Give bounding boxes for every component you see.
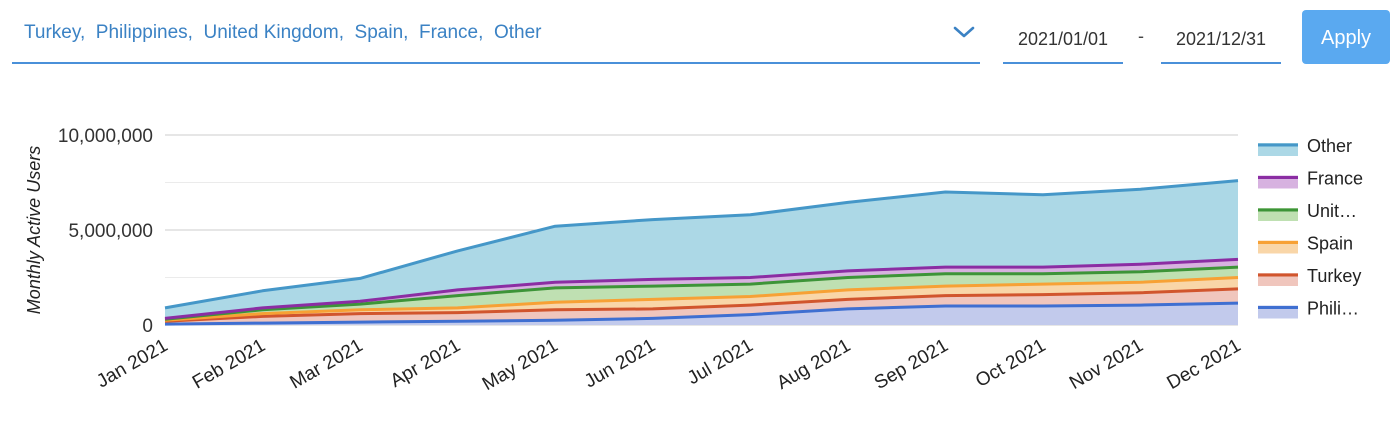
x-tick-label: Feb 2021 [189, 335, 269, 393]
area-other [165, 180, 1238, 319]
y-axis-title: Monthly Active Users [24, 146, 44, 314]
line-france [164, 257, 1239, 320]
y-tick-label: 0 [142, 316, 153, 337]
start-date-input[interactable]: 2021/01/01 [1003, 8, 1123, 64]
line-united-kingdom [164, 265, 1239, 321]
x-tick-label: Oct 2021 [972, 335, 1049, 392]
x-tick-label: Apr 2021 [387, 335, 464, 392]
line-other [164, 179, 1239, 310]
x-tick-label: Jul 2021 [684, 335, 757, 389]
legend-item[interactable]: Phili… [1258, 299, 1359, 319]
legend-label: Other [1307, 136, 1352, 156]
x-tick-label: Sep 2021 [871, 335, 952, 394]
x-tick-label: Dec 2021 [1164, 335, 1245, 394]
x-tick-label: Mar 2021 [287, 335, 367, 393]
x-tick-label: Nov 2021 [1066, 335, 1147, 394]
legend-label: Spain [1307, 234, 1353, 254]
series-lines [164, 179, 1239, 326]
apply-button[interactable]: Apply [1302, 10, 1390, 64]
end-date-input[interactable]: 2021/12/31 [1161, 8, 1281, 64]
x-tick-label: Jan 2021 [93, 335, 171, 392]
area-philippines [165, 303, 1238, 325]
legend-label: France [1307, 169, 1363, 189]
legend-item[interactable]: Unit… [1258, 201, 1357, 221]
chevron-down-icon[interactable] [952, 22, 976, 42]
y-tick-label: 10,000,000 [58, 126, 153, 147]
country-multiselect[interactable]: Turkey, Philippines, United Kingdom, Spa… [12, 8, 980, 64]
country-multiselect-value: Turkey, Philippines, United Kingdom, Spa… [24, 22, 542, 43]
legend-item[interactable]: Other [1258, 136, 1352, 156]
x-tick-label: Aug 2021 [773, 335, 854, 394]
date-range-separator: - [1138, 26, 1144, 46]
area-turkey [165, 288, 1238, 325]
legend-label: Phili… [1307, 299, 1359, 319]
legend-item[interactable]: Turkey [1258, 266, 1361, 286]
legend-label: Turkey [1307, 266, 1361, 286]
line-philippines [164, 301, 1239, 326]
legend: Other France Unit… Spain Turkey Phili… [1258, 136, 1363, 319]
legend-item[interactable]: France [1258, 169, 1363, 189]
x-tick-label: Jun 2021 [581, 335, 659, 392]
filter-toolbar: Turkey, Philippines, United Kingdom, Spa… [0, 0, 1400, 70]
line-turkey [164, 287, 1239, 323]
y-tick-label: 5,000,000 [68, 221, 153, 242]
line-spain [164, 276, 1239, 322]
legend-label: Unit… [1307, 201, 1357, 221]
legend-item[interactable]: Spain [1258, 234, 1353, 254]
x-tick-label: May 2021 [479, 335, 562, 395]
